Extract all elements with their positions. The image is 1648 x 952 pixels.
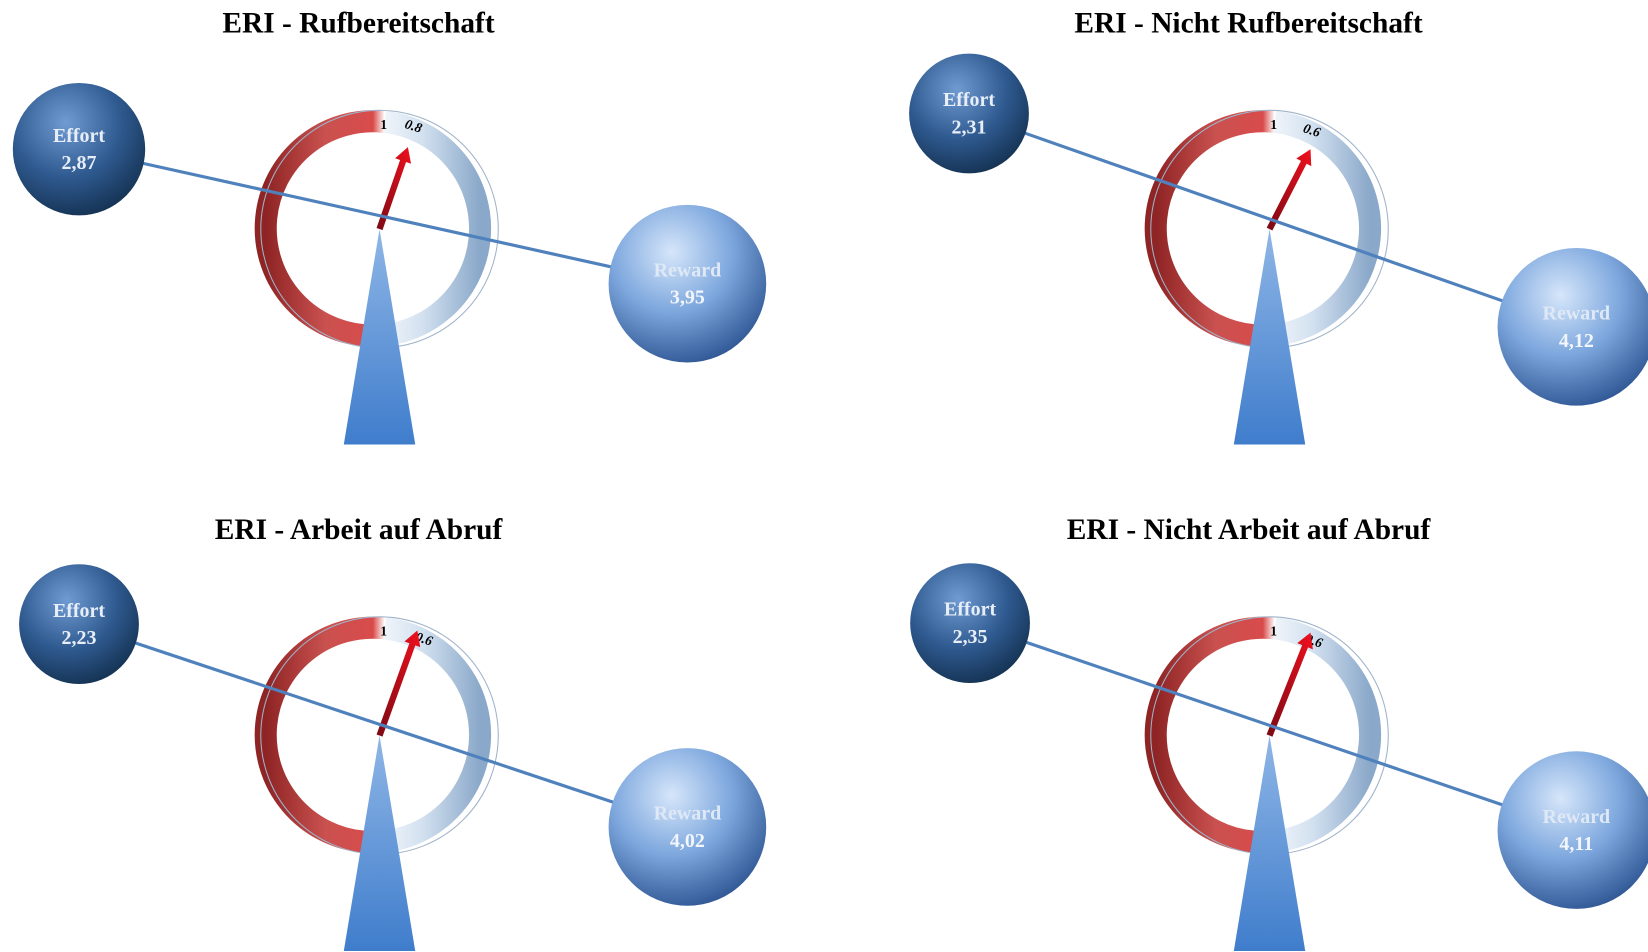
gauge-max-label: 1 <box>380 624 387 639</box>
effort-label: Effort <box>53 600 105 622</box>
gauge-max-label: 1 <box>1270 117 1277 132</box>
gauge-needle <box>1266 149 1312 231</box>
pivot-triangle <box>343 229 416 445</box>
pivot-triangle <box>343 735 416 951</box>
balance-line <box>78 147 688 286</box>
effort-value: 2,31 <box>952 116 987 138</box>
reward-value: 4,12 <box>1559 330 1594 352</box>
reward-value: 4,02 <box>670 830 705 852</box>
effort-label: Effort <box>943 89 995 111</box>
gauge-ring-red <box>1144 616 1276 853</box>
pivot-triangle <box>1233 735 1306 951</box>
gauge-ring-red <box>254 616 386 853</box>
effort-label: Effort <box>53 125 105 147</box>
balance-line <box>968 111 1577 329</box>
reward-label: Reward <box>654 803 722 825</box>
gauge-needle <box>1266 632 1313 737</box>
gauge-ring-blue <box>1252 110 1382 347</box>
gauge-value-label: 0.6 <box>1301 120 1322 140</box>
reward-sphere <box>608 204 767 363</box>
gauge-max-label: 1 <box>380 117 387 132</box>
effort-sphere <box>19 564 139 685</box>
reward-sphere <box>1497 248 1648 406</box>
reward-label: Reward <box>1543 806 1611 828</box>
effort-sphere <box>12 83 146 216</box>
pivot-triangle <box>1233 229 1306 445</box>
gauge-value-label: 0.8 <box>403 116 424 136</box>
effort-sphere <box>909 53 1029 174</box>
panel: ERI - Rufbereitschaft 1 0.8 Effort 2,87 Rewar… <box>12 8 767 445</box>
gauge-needle <box>376 630 421 737</box>
gauge-ring-red <box>254 110 386 347</box>
balance-line <box>969 621 1577 832</box>
effort-value: 2,23 <box>62 627 97 649</box>
panel-title: ERI - Arbeit auf Abruf <box>215 514 504 546</box>
panel: ERI - Nicht Rufbereitschaft 1 0.6 Effort 2,3… <box>909 8 1648 445</box>
reward-sphere <box>608 748 767 906</box>
reward-label: Reward <box>1543 302 1611 324</box>
reward-value: 4,11 <box>1559 833 1593 855</box>
effort-sphere <box>910 563 1030 684</box>
effort-label: Effort <box>944 599 996 621</box>
reward-value: 3,95 <box>670 287 705 309</box>
gauge-ring-blue <box>1252 617 1382 854</box>
panel-title: ERI - Nicht Rufbereitschaft <box>1074 8 1422 40</box>
panel-title: ERI - Rufbereitschaft <box>222 8 494 40</box>
gauge-ring-blue <box>362 617 492 854</box>
balance-line <box>78 622 688 829</box>
gauge-ring-red <box>1144 110 1276 347</box>
effort-value: 2,35 <box>953 626 988 648</box>
gauge-max-label: 1 <box>1270 624 1277 639</box>
gauge-needle <box>376 147 412 231</box>
reward-sphere <box>1497 751 1648 909</box>
reward-label: Reward <box>654 259 722 281</box>
panel-title: ERI - Nicht Arbeit auf Abruf <box>1067 514 1432 546</box>
effort-value: 2,87 <box>62 152 97 174</box>
